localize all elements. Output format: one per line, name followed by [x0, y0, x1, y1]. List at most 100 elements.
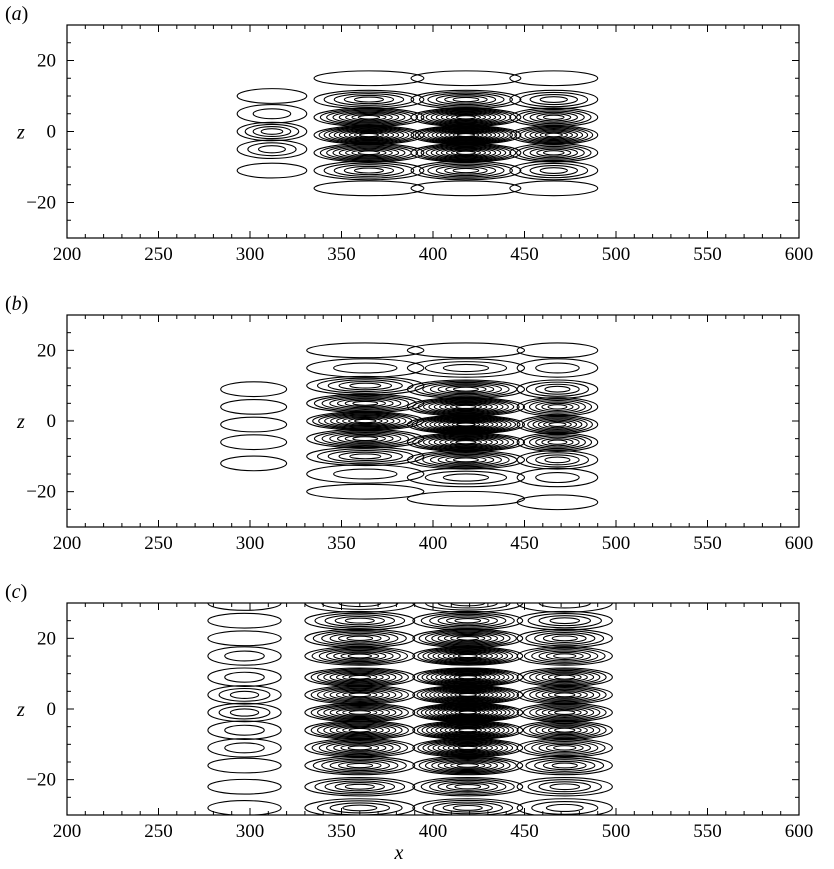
contour-line: [455, 404, 477, 410]
contour-line: [547, 404, 568, 410]
contour-line: [313, 70, 425, 87]
contour-line: [314, 612, 406, 629]
contour-line: [313, 180, 425, 197]
contour-line: [207, 757, 282, 774]
contour-line: [516, 603, 613, 613]
contour-line: [358, 132, 379, 138]
contour-line: [207, 778, 282, 795]
contour-line: [412, 603, 524, 613]
contour-line: [316, 704, 403, 721]
contour-line: [442, 420, 490, 429]
contour-line: [554, 674, 576, 680]
contour-line: [445, 385, 487, 393]
contour-line: [207, 630, 282, 647]
contour-line: [445, 690, 490, 699]
contour-line: [538, 742, 592, 754]
contour-line: [218, 687, 271, 702]
contour-line: [323, 705, 397, 720]
contour-line: [439, 437, 493, 447]
panel-b: 200 250 300 350 400 450 500 550 600 −20 0 20 z (b): [5, 293, 813, 554]
contour-line: [323, 688, 397, 702]
contour-line: [541, 672, 588, 683]
x-tick-label: 450: [510, 244, 539, 265]
contour-line: [433, 706, 503, 719]
contour-line: [412, 646, 524, 666]
contour-line: [252, 125, 292, 138]
contour-line: [450, 709, 486, 716]
contour-line: [424, 757, 511, 774]
contour-line: [457, 653, 478, 659]
contour-line: [454, 709, 482, 716]
contour-line: [452, 653, 483, 659]
contour-line: [422, 452, 510, 468]
contour-line: [338, 761, 382, 770]
contour-line: [353, 132, 384, 139]
x-tick-label: 600: [785, 821, 814, 842]
contour-line: [535, 401, 580, 413]
contour-line: [224, 671, 265, 683]
contour-line: [458, 675, 478, 680]
contour-line: [527, 779, 602, 795]
contour-line: [313, 160, 425, 181]
contour-line: [429, 779, 507, 794]
contour-line: [306, 375, 425, 396]
contour-line: [321, 758, 399, 773]
panel-c: 200 250 300 350 400 450 500 550 600 −20 0 20 z x (c): [5, 581, 813, 864]
contour-line: [528, 399, 586, 414]
contour-line: [531, 649, 599, 663]
contour-line: [421, 721, 515, 739]
contour-line: [455, 115, 476, 120]
z-axis-label: z: [16, 122, 25, 144]
contour-line: [523, 739, 606, 757]
contour-line: [304, 603, 416, 613]
contour-line: [236, 88, 308, 104]
x-tick-label: 550: [693, 244, 722, 265]
contour-line: [430, 670, 505, 684]
contour-line: [422, 799, 514, 815]
x-tick-label: 500: [602, 244, 631, 265]
contour-line: [516, 720, 613, 740]
contour-line: [529, 165, 579, 177]
contour-line: [450, 149, 481, 156]
contour-line: [420, 416, 512, 433]
panel-label: (a): [5, 3, 28, 25]
contour-line: [455, 150, 476, 155]
contour-line: [433, 401, 499, 413]
contour-line: [439, 725, 496, 736]
contour-line: [529, 687, 601, 703]
contour-line: [437, 742, 498, 754]
contour-line: [428, 400, 504, 414]
contour-line: [516, 414, 599, 435]
contour-line: [340, 744, 380, 752]
contour-line: [431, 631, 505, 645]
contour-line: [304, 798, 416, 815]
contour-line: [541, 689, 588, 700]
contour-line: [412, 755, 524, 776]
contour-line: [334, 615, 385, 626]
contour-line: [534, 759, 596, 772]
x-tick-label: 350: [327, 244, 356, 265]
x-tick-label: 450: [510, 533, 539, 554]
contour-line: [324, 780, 396, 794]
contour-line: [547, 691, 582, 699]
contour-line: [516, 108, 592, 126]
contour-line: [420, 686, 515, 704]
contour-line: [547, 439, 568, 445]
contour-line: [207, 720, 282, 740]
z-tick-label: 0: [47, 411, 57, 432]
contour-line: [439, 130, 492, 140]
contour-line: [333, 93, 405, 106]
contour-line: [549, 617, 581, 625]
contour-line: [412, 798, 524, 815]
contour-line: [453, 674, 482, 681]
contour-line: [429, 418, 503, 431]
contour-line: [247, 142, 297, 157]
contour-line: [554, 710, 576, 716]
contour-line: [353, 96, 384, 103]
x-tick-label: 550: [693, 821, 722, 842]
contour-line: [442, 803, 493, 813]
contour-line: [312, 629, 407, 647]
contour-line: [535, 362, 580, 374]
contour-line: [424, 361, 508, 375]
x-tick-label: 200: [53, 533, 82, 554]
